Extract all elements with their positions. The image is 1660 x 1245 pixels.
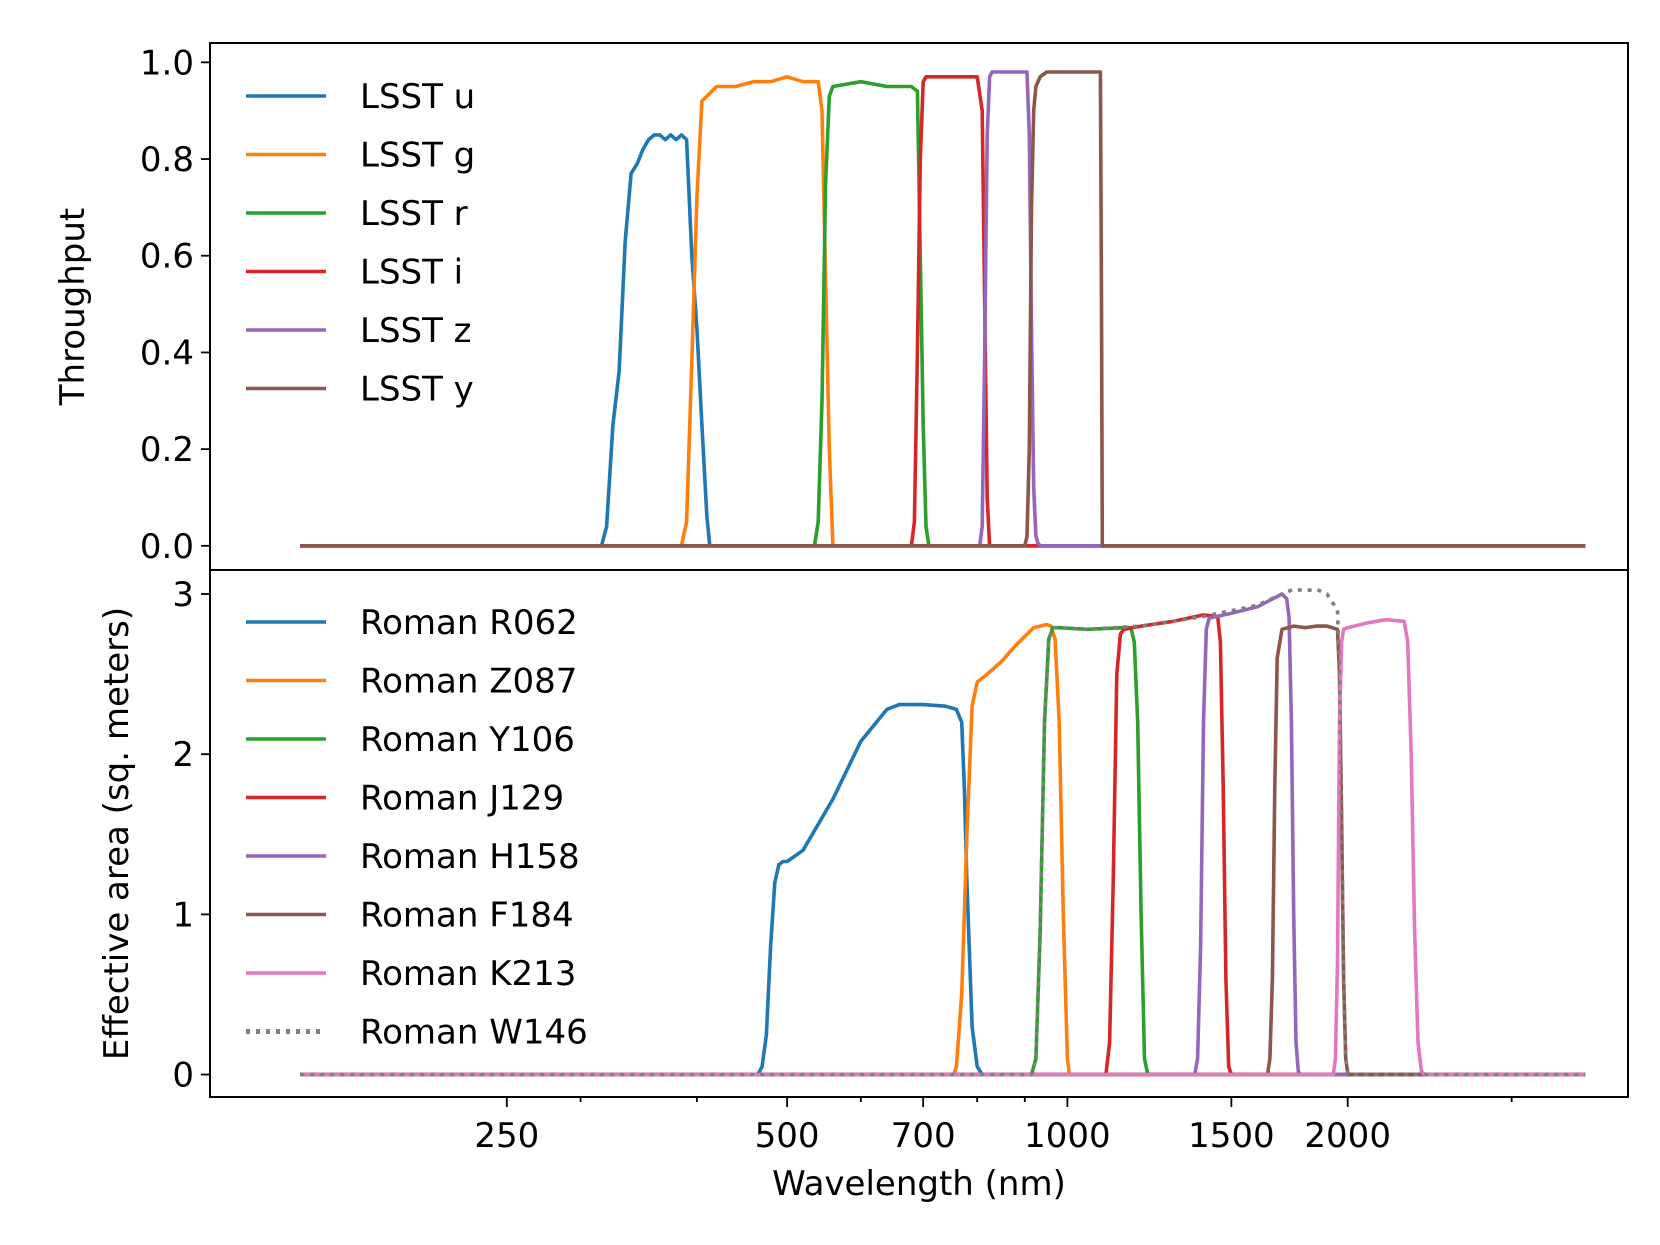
series-line-lsst-g	[300, 75, 1586, 548]
series-line-roman-k213	[300, 617, 1586, 1077]
y-tick-label-bottom: 0	[172, 1056, 194, 1096]
legend-label: LSST z	[360, 311, 472, 351]
x-tick-label: 250	[474, 1116, 539, 1156]
series-line-lsst-y	[300, 70, 1586, 548]
y-axis-label-top: Throughput	[53, 208, 93, 407]
series-line-lsst-u	[300, 133, 1586, 548]
y-tick-label-bottom: 1	[172, 895, 194, 935]
x-tick-label: 1000	[1024, 1116, 1111, 1156]
y-axis-label-bottom: Effective area (sq. meters)	[97, 607, 137, 1060]
x-axis-label: Wavelength (nm)	[772, 1164, 1066, 1204]
y-tick-label-top: 1.0	[140, 43, 194, 83]
series-line-lsst-r	[300, 79, 1586, 548]
legend-bottom: Roman R062 Roman Z087 Roman Y106 Roman J129…	[246, 603, 588, 1053]
series-line-lsst-i	[300, 75, 1586, 548]
x-tick-label: 700	[891, 1116, 956, 1156]
legend-label: LSST y	[360, 370, 474, 410]
legend-label: Roman H158	[360, 837, 580, 877]
legend-label: Roman Z087	[360, 662, 577, 702]
series-group-top	[300, 70, 1586, 548]
y-tick-label-top: 0.0	[140, 527, 194, 567]
legend-label: LSST i	[360, 253, 463, 293]
y-tick-label-bottom: 2	[172, 735, 194, 775]
panel-top: 0.0 0.2 0.4 0.6 0.8 1.0 Throughput LSST u LSST g…	[53, 42, 1629, 571]
legend-top: LSST u LSST g LSST r LSST i LSST z LSST y	[246, 77, 475, 410]
y-tick-label-top: 0.2	[140, 430, 194, 470]
legend-label: Roman F184	[360, 896, 574, 936]
legend-label: LSST g	[360, 136, 475, 176]
y-tick-label-top: 0.4	[140, 333, 194, 373]
legend-label: Roman K213	[360, 954, 576, 994]
y-tick-label-top: 0.6	[140, 237, 194, 277]
legend-label: Roman R062	[360, 603, 578, 643]
legend-label: LSST u	[360, 77, 475, 117]
legend-label: Roman Y106	[360, 720, 575, 760]
x-tick-label: 1500	[1188, 1116, 1275, 1156]
legend-label: Roman W146	[360, 1013, 588, 1053]
series-line-roman-r062	[300, 702, 1586, 1077]
legend-label: LSST r	[360, 194, 468, 234]
plot-frame-bottom	[209, 569, 1629, 1098]
legend-label: Roman J129	[360, 779, 564, 819]
y-tick-label-bottom: 3	[172, 575, 194, 615]
panel-bottom: 0 1 2 3 Effective area (sq. meters) 250 500 700…	[97, 569, 1629, 1204]
series-line-roman-z087	[300, 622, 1586, 1077]
series-line-roman-w146	[300, 587, 1586, 1077]
series-line-roman-h158	[300, 592, 1586, 1077]
series-line-lsst-z	[300, 70, 1586, 548]
series-line-roman-f184	[300, 624, 1586, 1077]
x-tick-label: 2000	[1304, 1116, 1391, 1156]
y-tick-label-top: 0.8	[140, 140, 194, 180]
x-tick-label: 500	[755, 1116, 820, 1156]
series-group-bottom	[300, 587, 1586, 1077]
